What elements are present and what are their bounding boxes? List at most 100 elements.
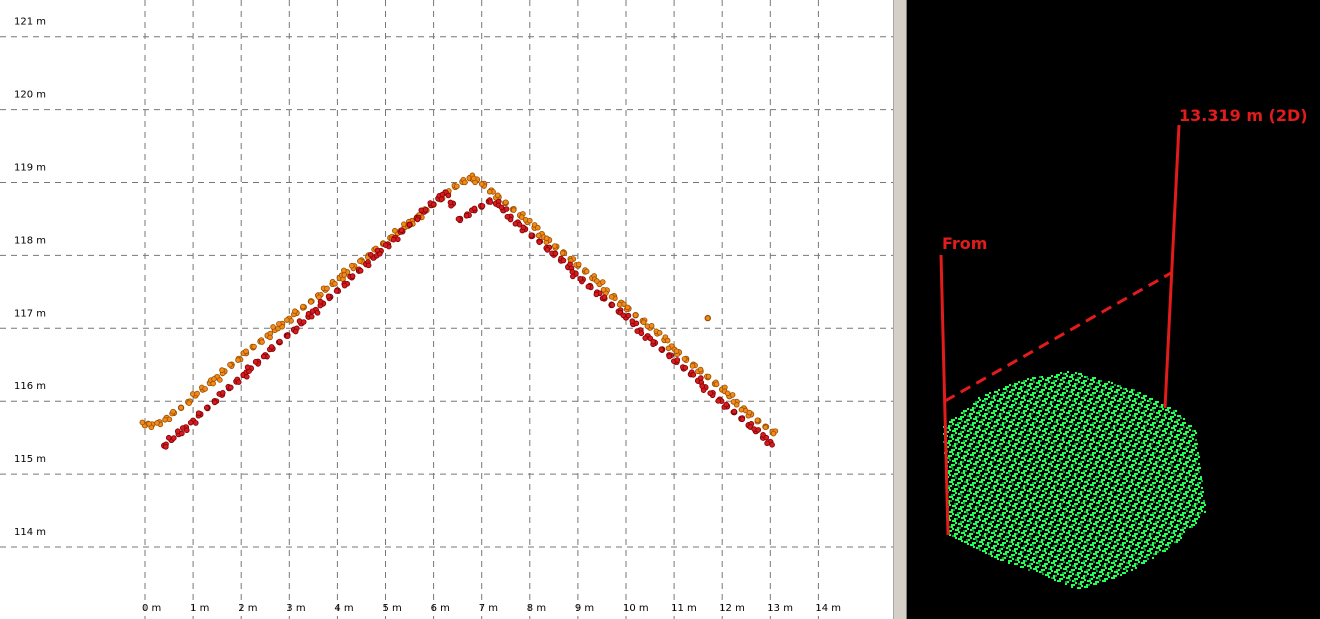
- point-cloud-dot: [1054, 534, 1056, 536]
- point-cloud-dot: [1050, 521, 1052, 523]
- upper-profile-point: [681, 356, 688, 362]
- point-cloud-dot: [957, 439, 959, 441]
- point-cloud-dot: [1099, 549, 1101, 551]
- point-cloud-dot: [1034, 482, 1036, 484]
- view-splitter[interactable]: [893, 0, 907, 619]
- point-cloud-dot: [1145, 515, 1147, 517]
- point-cloud-dot: [998, 524, 1000, 526]
- point-cloud-dot: [990, 446, 992, 448]
- point-cloud-dot: [1161, 449, 1163, 451]
- point-cloud-dot: [1064, 392, 1066, 394]
- point-cloud-dot: [1142, 446, 1144, 448]
- point-cloud-dot: [1120, 484, 1122, 486]
- point-cloud-dot: [1074, 385, 1076, 387]
- point-cloud-dot: [1068, 500, 1070, 502]
- point-cloud-dot: [1160, 515, 1162, 517]
- point-cloud-dot: [1141, 540, 1143, 542]
- three-d-view-panel[interactable]: From 13.319 m (2D): [907, 0, 1320, 619]
- point-cloud-dot: [1158, 517, 1160, 519]
- point-cloud-dot: [1192, 498, 1194, 500]
- point-cloud-dot: [1114, 421, 1116, 423]
- point-cloud-dot: [1008, 470, 1010, 472]
- point-cloud-dot: [960, 448, 962, 450]
- point-cloud-dot: [980, 485, 982, 487]
- point-cloud-dot: [1186, 457, 1188, 459]
- point-cloud-dot: [1136, 503, 1138, 505]
- point-cloud-dot: [1053, 547, 1055, 549]
- point-cloud-dot: [1096, 435, 1098, 437]
- point-cloud-dot: [1200, 478, 1202, 480]
- point-cloud-dot: [1038, 515, 1040, 517]
- x-tick-label: 9 m: [575, 603, 594, 614]
- point-cloud-dot: [1086, 526, 1088, 528]
- point-cloud-dot: [1171, 517, 1173, 519]
- point-cloud-dot: [1100, 500, 1102, 502]
- lower-profile-point: [504, 213, 511, 220]
- point-cloud-dot: [1070, 395, 1072, 397]
- point-cloud-dot: [1121, 473, 1123, 475]
- point-cloud-dot: [1054, 519, 1056, 521]
- point-cloud-dot: [1132, 415, 1134, 417]
- point-cloud-dot: [979, 549, 981, 551]
- point-cloud-dot: [991, 510, 993, 512]
- point-cloud-dot: [1035, 551, 1037, 553]
- point-cloud-dot: [1011, 389, 1013, 391]
- point-cloud-dot: [976, 547, 978, 549]
- point-cloud-dot: [1119, 415, 1121, 417]
- point-cloud-dot: [1035, 416, 1037, 418]
- point-cloud-dot: [1093, 456, 1095, 458]
- upper-profile-point: [324, 285, 330, 292]
- point-cloud-dot: [975, 536, 977, 538]
- point-cloud-dot: [1027, 520, 1029, 522]
- point-cloud-dot: [1012, 543, 1014, 545]
- point-cloud-dot: [996, 481, 998, 483]
- point-cloud-dot: [1149, 518, 1151, 520]
- point-cloud-dot: [1135, 514, 1137, 516]
- point-cloud-dot: [981, 496, 983, 498]
- point-cloud-dot: [1098, 502, 1100, 504]
- point-cloud-dot: [1095, 551, 1097, 553]
- point-cloud-dot: [1044, 533, 1046, 535]
- point-cloud-dot: [1003, 508, 1005, 510]
- point-cloud-dot: [1011, 509, 1013, 511]
- three-d-viewport[interactable]: From 13.319 m (2D): [907, 0, 1320, 619]
- point-cloud-dot: [1084, 496, 1086, 498]
- point-cloud-dot: [1151, 398, 1153, 400]
- point-cloud-dot: [1010, 470, 1012, 472]
- point-cloud-dot: [1098, 545, 1100, 547]
- point-cloud-dot: [1036, 495, 1038, 497]
- point-cloud-dot: [1053, 380, 1055, 382]
- lower-profile-point: [487, 199, 494, 205]
- point-cloud-dot: [1092, 454, 1094, 456]
- point-cloud-dot: [993, 547, 995, 549]
- point-cloud-dot: [1033, 546, 1035, 548]
- point-cloud-dot: [1171, 532, 1173, 534]
- point-cloud-dot: [972, 514, 974, 516]
- point-cloud-dot: [1122, 482, 1124, 484]
- point-cloud-dot: [1027, 453, 1029, 455]
- point-cloud-dot: [1026, 451, 1028, 453]
- point-cloud-dot: [1093, 441, 1095, 443]
- point-cloud-dot: [977, 521, 979, 523]
- point-cloud-dot: [1153, 508, 1155, 510]
- point-cloud-dot: [1041, 451, 1043, 453]
- point-cloud-dot: [1164, 490, 1166, 492]
- point-cloud-dot: [984, 400, 986, 402]
- point-cloud-dot: [1047, 392, 1049, 394]
- point-cloud-dot: [1164, 473, 1166, 475]
- point-cloud-dot: [1194, 430, 1196, 432]
- point-cloud-dot: [990, 491, 992, 493]
- point-cloud-dot: [1173, 530, 1175, 532]
- point-cloud-dot: [1105, 514, 1107, 516]
- point-cloud-dot: [949, 459, 951, 461]
- point-cloud-dot: [1086, 419, 1088, 421]
- point-cloud-dot: [985, 484, 987, 486]
- point-cloud-dot: [1119, 475, 1121, 477]
- point-cloud-dot: [979, 429, 981, 431]
- point-cloud-dot: [1060, 529, 1062, 531]
- lower-profile-point: [317, 298, 324, 305]
- point-cloud-dot: [972, 529, 974, 531]
- point-cloud-dot: [1055, 455, 1057, 457]
